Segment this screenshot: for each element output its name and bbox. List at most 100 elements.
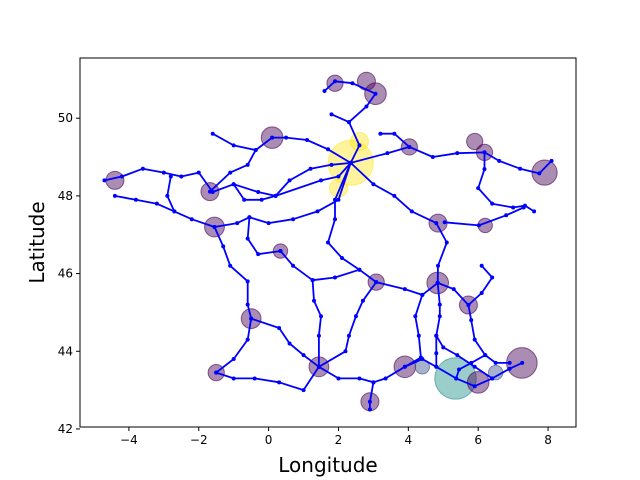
network-node-15-0: [442, 220, 447, 225]
network-node-1-10: [315, 209, 320, 214]
network-node-16-2: [305, 137, 310, 142]
network-node-8-2: [402, 287, 407, 292]
network-node-6-6: [436, 263, 441, 268]
network-node-22-2: [416, 333, 421, 338]
network-line-16: [212, 132, 352, 164]
network-node-26-2: [407, 144, 412, 149]
network-node-6-9: [437, 314, 442, 319]
network-node-22-4: [420, 292, 425, 297]
node-circle-3: [349, 132, 369, 152]
network-node-5-2: [367, 407, 372, 412]
network-node-14-4: [511, 205, 516, 210]
network-node-12-1: [357, 143, 362, 148]
network-line-17: [209, 149, 257, 193]
network-node-6-4: [434, 221, 439, 226]
network-node-23-2: [259, 197, 264, 202]
network-node-2-6: [245, 337, 250, 342]
network-node-10-3: [316, 333, 321, 338]
network-node-8-0: [435, 280, 440, 285]
y-tick-label-3: 48: [58, 189, 73, 203]
network-line-2: [213, 226, 253, 374]
network-node-4-1: [301, 388, 306, 393]
network-node-9-0: [374, 280, 379, 285]
network-node-18-2: [319, 178, 324, 183]
network-node-3-5: [336, 376, 341, 381]
x-tick-label-6: 8: [544, 433, 552, 447]
network-node-19-0: [466, 303, 471, 308]
y-tick-label-0: 42: [58, 422, 73, 436]
y-axis-ticks: 42 44 46 48 50: [58, 111, 80, 436]
network-lines-layer: [102, 79, 554, 412]
network-node-5-1: [367, 399, 372, 404]
x-tick-label-0: −4: [120, 433, 138, 447]
network-node-17-0: [253, 148, 258, 153]
network-node-10-4: [316, 364, 321, 369]
network-line-14: [477, 152, 535, 213]
network-node-7-3: [479, 290, 484, 295]
network-node-2-1: [221, 244, 226, 249]
network-node-17-1: [245, 162, 250, 167]
network-node-9-1: [360, 298, 365, 303]
network-node-2-3: [245, 279, 250, 284]
network-node-27-1: [456, 367, 461, 372]
network-node-7-4: [490, 275, 495, 280]
network-node-15-3: [521, 205, 526, 210]
network-node-0-11: [308, 166, 313, 171]
network-node-18-1: [336, 174, 341, 179]
network-node-19-1: [469, 318, 474, 323]
network-node-19-5: [507, 360, 512, 365]
network-node-23-0: [231, 182, 236, 187]
network-node-5-0: [371, 380, 376, 385]
network-node-14-0: [482, 150, 487, 155]
network-node-16-4: [270, 135, 275, 140]
network-line-25: [331, 113, 350, 123]
network-node-21-1: [245, 236, 250, 241]
network-node-27-2: [469, 360, 474, 365]
network-node-4-3: [252, 376, 257, 381]
network-node-13-4: [455, 151, 460, 156]
y-axis-label: Latitude: [25, 201, 49, 283]
network-node-0-10: [287, 178, 292, 183]
x-axis-ticks: −4 −2 0 2 4 6 8: [120, 427, 552, 447]
network-line-9: [318, 281, 377, 368]
network-node-3-13: [472, 384, 477, 389]
network-line-13: [350, 145, 553, 175]
network-node-4-4: [231, 376, 236, 381]
network-line-7: [437, 265, 494, 306]
network-line-12: [323, 80, 377, 164]
network-node-1-1: [133, 197, 138, 202]
network-node-19-2: [472, 337, 477, 342]
network-node-26-0: [378, 131, 383, 136]
network-node-20-1: [441, 345, 446, 350]
network-node-20-0: [434, 333, 439, 338]
network-node-2-7: [231, 357, 236, 362]
node-circle-5: [531, 159, 558, 186]
x-tick-label-3: 2: [335, 433, 343, 447]
network-node-21-3: [278, 249, 283, 254]
network-line-1: [114, 162, 352, 228]
network-node-13-9: [549, 158, 554, 163]
network-node-3-15: [507, 366, 512, 371]
network-node-3-8: [383, 376, 388, 381]
network-node-16-6: [231, 143, 236, 148]
network-node-8-8: [332, 197, 337, 202]
network-node-8-6: [326, 240, 330, 245]
network-node-24-0: [168, 174, 173, 179]
network-node-1-4: [189, 217, 194, 222]
network-node-23-3: [273, 193, 278, 198]
network-node-16-7: [210, 131, 215, 136]
network-line-6: [350, 162, 448, 367]
network-node-0-3: [161, 170, 166, 175]
x-tick-label-1: −2: [190, 433, 208, 447]
network-line-0: [104, 162, 351, 197]
network-node-1-9: [291, 217, 296, 222]
network-node-16-3: [284, 135, 289, 140]
network-node-14-2: [476, 186, 481, 191]
network-node-27-3: [483, 353, 488, 358]
network-node-1-8: [266, 221, 271, 226]
network-node-6-1: [371, 182, 376, 187]
network-node-8-5: [339, 256, 344, 261]
network-node-8-7: [332, 217, 337, 222]
node-circle-27: [466, 132, 484, 151]
